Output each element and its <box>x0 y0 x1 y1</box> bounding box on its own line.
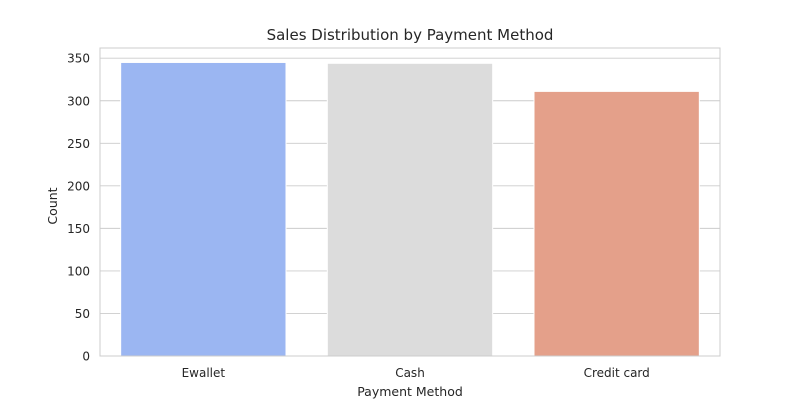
y-tick-label-0: 0 <box>82 350 90 364</box>
plot-frame-border <box>99 47 721 357</box>
y-tick-labels: 0 50 100 150 200 250 300 350 <box>67 52 90 364</box>
x-tick-labels: Ewallet Cash Credit card <box>182 366 650 380</box>
bar-credit-card <box>533 90 700 357</box>
plot-frame <box>99 47 721 357</box>
y-axis-label: Count <box>45 187 60 224</box>
y-tick-label-150: 150 <box>67 222 90 236</box>
bar-ewallet <box>120 61 287 357</box>
x-tick-label-cash: Cash <box>395 366 425 380</box>
y-tick-label-50: 50 <box>75 307 90 321</box>
x-tick-label-ewallet: Ewallet <box>182 366 226 380</box>
chart-title: Sales Distribution by Payment Method <box>267 26 554 44</box>
y-tick-label-350: 350 <box>67 52 90 66</box>
y-tick-label-300: 300 <box>67 94 90 108</box>
y-tick-label-250: 250 <box>67 137 90 151</box>
bar-cash <box>326 62 494 357</box>
y-tick-label-100: 100 <box>67 264 90 278</box>
x-tick-label-credit-card: Credit card <box>584 366 650 380</box>
bars <box>120 61 700 357</box>
x-axis-label: Payment Method <box>357 384 463 399</box>
y-tick-label-200: 200 <box>67 179 90 193</box>
